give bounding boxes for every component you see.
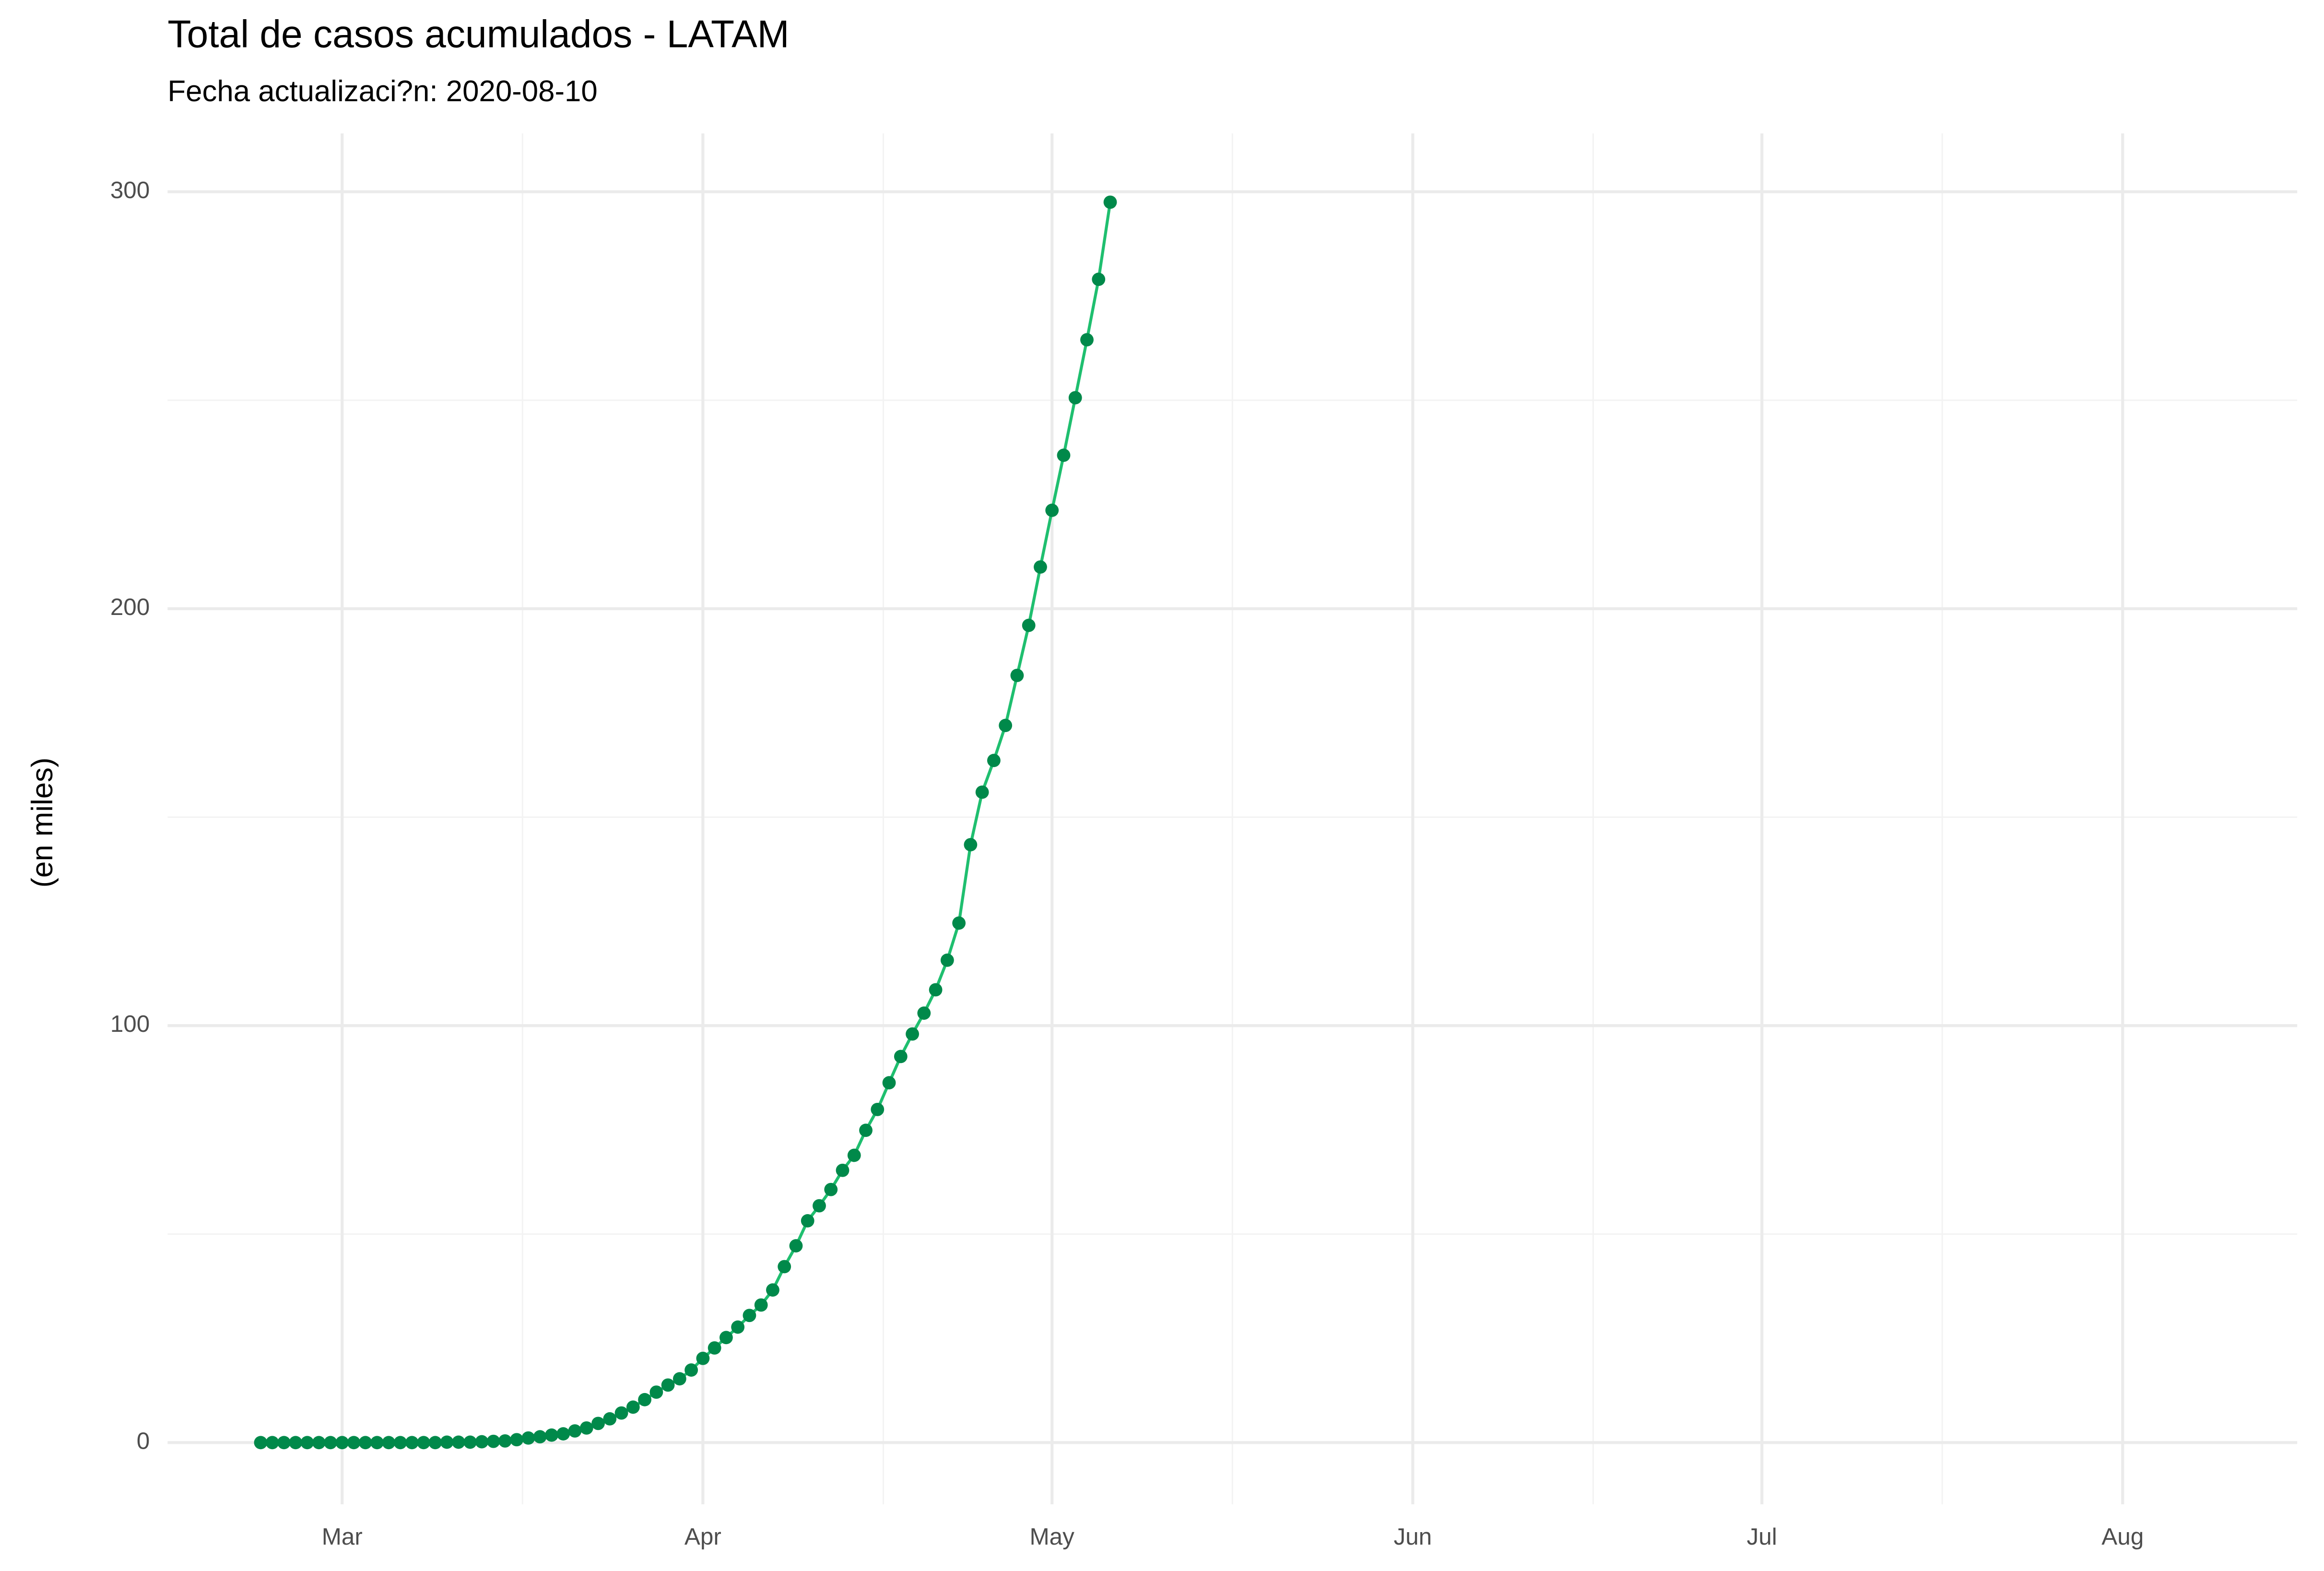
data-point [440,1435,454,1449]
y-tick-label: 200 [110,594,150,620]
x-tick-label: Mar [322,1524,363,1550]
x-tick-label: May [1030,1524,1075,1550]
data-point [1045,503,1059,517]
data-point [778,1260,791,1274]
data-point [370,1436,384,1450]
data-point [254,1436,268,1450]
data-point [847,1148,861,1162]
data-point [358,1436,372,1450]
data-point [952,916,966,930]
data-point [556,1427,570,1441]
data-point [672,1372,686,1386]
data-point [603,1412,617,1426]
data-point [975,785,989,799]
data-point [1103,195,1117,209]
data-point [451,1435,465,1449]
data-point [568,1424,582,1438]
data-point [300,1436,314,1450]
data-point [824,1182,838,1196]
y-tick-label: 300 [110,177,150,203]
data-point [661,1378,675,1392]
x-tick-label: Jun [1393,1524,1432,1550]
data-point [486,1434,500,1448]
data-point [265,1436,279,1450]
data-point [463,1435,477,1449]
data-point [289,1436,303,1450]
data-point [964,838,978,851]
data-point [545,1428,558,1442]
data-point [882,1076,896,1090]
data-point [579,1421,593,1435]
data-point [999,719,1013,732]
data-point [813,1199,826,1213]
data-point [626,1400,640,1414]
data-point [324,1436,337,1450]
data-point [696,1351,710,1365]
data-point [417,1436,431,1450]
data-point [684,1363,698,1377]
data-point [1022,618,1036,632]
data-point [638,1393,651,1406]
data-point [335,1436,349,1450]
data-line [260,202,1112,1444]
x-tick-label: Aug [2101,1524,2144,1550]
data-point [1080,333,1094,347]
data-point [789,1239,803,1252]
data-point [510,1433,524,1447]
data-point [1092,272,1106,286]
data-point [393,1436,407,1450]
data-point [649,1385,663,1399]
x-tick-label: Jul [1747,1524,1777,1550]
data-point [277,1436,291,1450]
data-point [940,953,954,967]
data-point [614,1406,628,1420]
data-point [347,1436,361,1450]
data-point [591,1417,605,1430]
y-tick-label: 0 [137,1428,150,1454]
data-point [859,1123,873,1137]
data-point [754,1298,768,1312]
data-point [1034,560,1047,574]
data-point [475,1435,489,1449]
data-point [719,1331,733,1345]
chart-subtitle: Fecha actualizaci?n: 2020-08-10 [167,75,597,108]
data-point [382,1436,396,1450]
data-point [929,983,943,997]
data-point [312,1436,326,1450]
data-point [708,1341,721,1355]
data-point [521,1431,535,1445]
data-point [906,1027,919,1041]
data-point [498,1434,512,1448]
data-point [917,1006,931,1020]
y-axis-label: (en miles) [26,757,59,887]
data-point [836,1163,849,1177]
data-point [1010,669,1024,682]
data-point [743,1309,756,1323]
x-tick-label: Apr [684,1524,721,1550]
data-point [405,1436,419,1450]
y-tick-label: 100 [110,1011,150,1037]
data-point [801,1214,814,1228]
data-point [533,1430,547,1444]
data-point [1057,449,1071,462]
data-point [1068,391,1082,405]
data-point [766,1283,779,1297]
data-point [428,1436,442,1450]
data-point [731,1320,745,1334]
data-point [894,1050,908,1063]
chart-title: Total de casos acumulados - LATAM [167,12,789,56]
data-point [871,1102,885,1116]
data-point [987,754,1001,768]
